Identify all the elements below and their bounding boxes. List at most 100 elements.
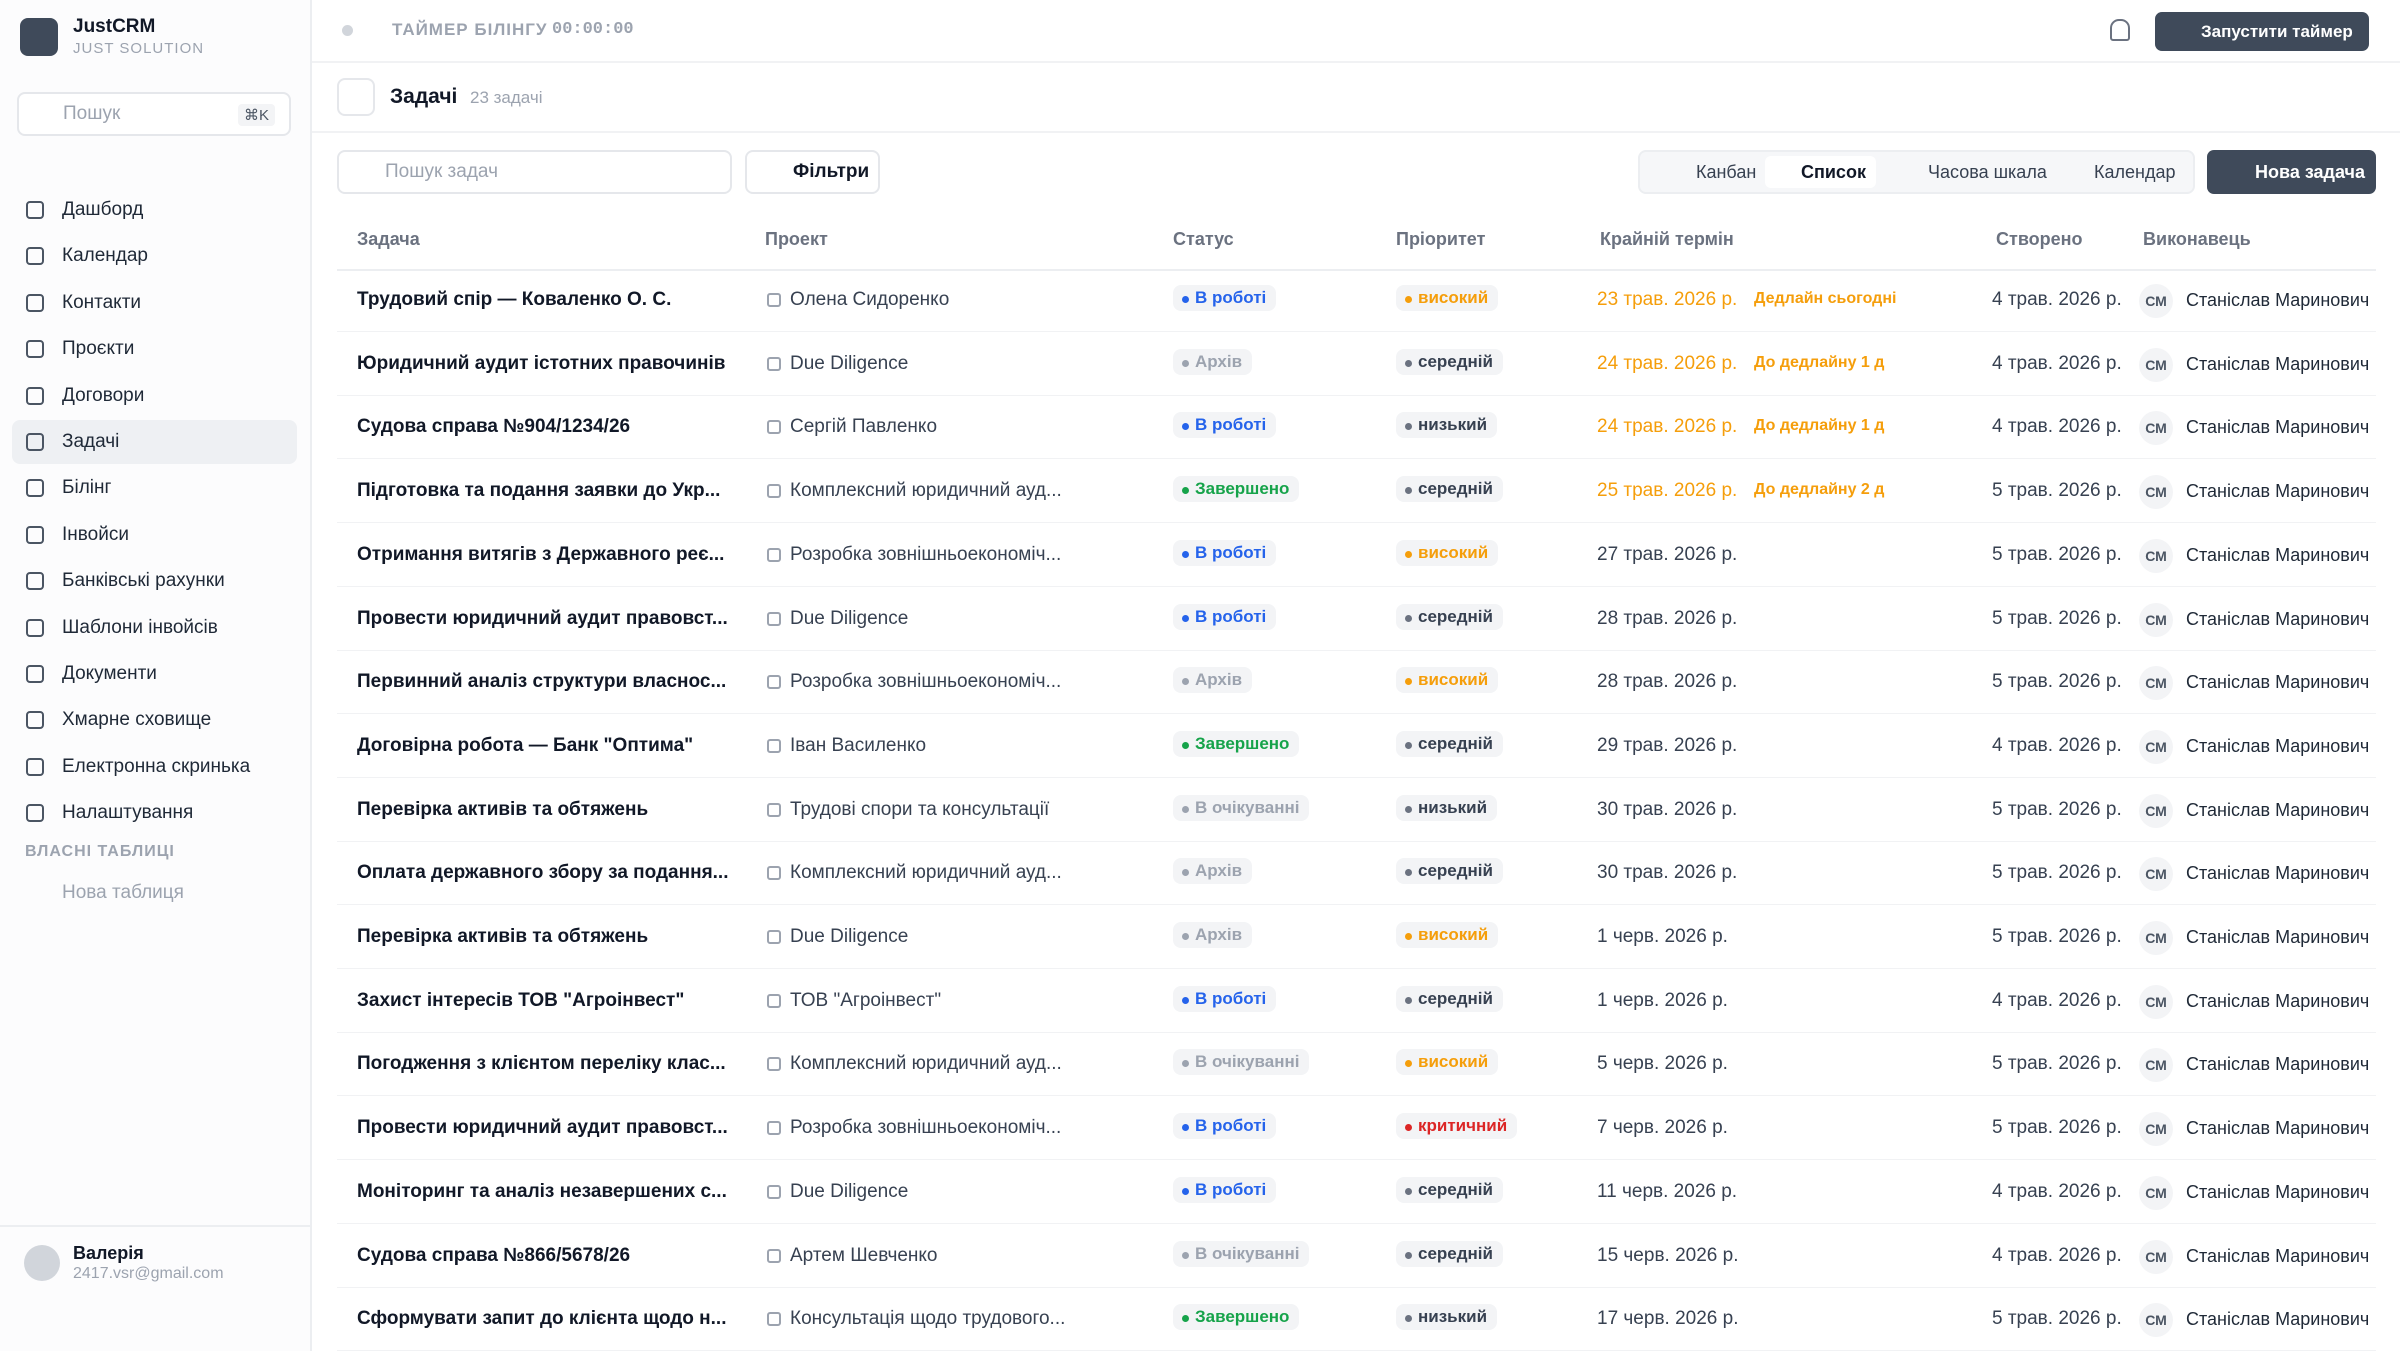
- created: 5 трав. 2026 р.: [1992, 862, 2122, 884]
- project[interactable]: ТОВ "Агроінвест": [790, 989, 942, 1011]
- column-header[interactable]: Статус: [1173, 229, 1234, 249]
- task-name[interactable]: Провести юридичний аудит правовст...: [357, 1117, 728, 1139]
- project[interactable]: Консультація щодо трудового...: [790, 1308, 1066, 1330]
- task-name[interactable]: Моніторинг та аналіз незавершених с...: [357, 1180, 727, 1202]
- task-name[interactable]: Погодження з клієнтом переліку клас...: [357, 1053, 726, 1075]
- view-tab[interactable]: Календар: [2094, 162, 2176, 182]
- project[interactable]: Комплексний юридичний ауд...: [790, 480, 1062, 502]
- assignee-avatar: СМ: [2139, 347, 2173, 382]
- nav-item[interactable]: Банківські рахунки: [12, 559, 297, 603]
- nav-item[interactable]: Календар: [12, 234, 297, 278]
- deadline: 30 трав. 2026 р.: [1597, 798, 1738, 820]
- status-dot: [1182, 1187, 1189, 1195]
- filters[interactable]: Фільтри: [745, 150, 880, 194]
- project[interactable]: Due Diligence: [790, 926, 909, 947]
- project[interactable]: Розробка зовнішньоекономіч...: [790, 1117, 1062, 1139]
- column-header[interactable]: Створено: [1996, 229, 2083, 249]
- project[interactable]: Комплексний юридичний ауд...: [790, 1053, 1062, 1075]
- project[interactable]: Трудові спори та консультації: [790, 798, 1050, 820]
- priority-dot: [1405, 996, 1412, 1004]
- task-name[interactable]: Провести юридичний аудит правовст...: [357, 607, 728, 629]
- task-name[interactable]: Підготовка та подання заявки до Укр...: [357, 480, 721, 502]
- task-name[interactable]: Перевірка активів та обтяжень: [357, 798, 649, 820]
- row-divider: [337, 968, 2376, 969]
- task-name[interactable]: Отримання витягів з Державного реє...: [357, 543, 725, 565]
- view-tab[interactable]: Часова шкала: [1928, 162, 2047, 182]
- nav-item[interactable]: Електронна скринька: [12, 745, 297, 789]
- task-search[interactable]: Пошук задач: [337, 150, 732, 194]
- column-header[interactable]: Задача: [357, 229, 420, 249]
- project[interactable]: Комплексний юридичний ауд...: [790, 862, 1062, 884]
- priority-dot: [1405, 1060, 1412, 1068]
- status-dot: [1182, 1315, 1189, 1323]
- project-icon: [767, 293, 781, 307]
- created: 4 трав. 2026 р.: [1992, 989, 2122, 1011]
- view-tab[interactable]: Список: [1765, 156, 1876, 188]
- project-icon: [767, 1121, 781, 1136]
- nav-item[interactable]: Інвойси: [12, 513, 297, 557]
- nav-icon: [26, 618, 44, 637]
- nav-item[interactable]: Дашборд: [12, 188, 297, 232]
- created: 5 трав. 2026 р.: [1992, 798, 2122, 820]
- status: Завершено: [1173, 730, 1300, 757]
- nav-icon: [26, 757, 44, 776]
- search[interactable]: Пошук ⌘K: [17, 92, 291, 136]
- created: 4 трав. 2026 р.: [1992, 1244, 2122, 1266]
- task-name[interactable]: Судова справа №904/1234/26: [357, 416, 631, 438]
- priority: критичний: [1396, 1113, 1518, 1140]
- column-header[interactable]: Виконавець: [2143, 229, 2251, 249]
- project[interactable]: Сергій Павленко: [790, 416, 938, 438]
- nav-item[interactable]: Проєкти: [12, 327, 297, 371]
- assignee-avatar: СМ: [2139, 984, 2173, 1019]
- nav-item[interactable]: Білінг: [12, 466, 297, 510]
- new-table[interactable]: Нова таблиця: [62, 882, 184, 903]
- project[interactable]: Розробка зовнішньоекономіч...: [790, 671, 1062, 693]
- task-name[interactable]: Договірна робота — Банк "Оптима": [357, 734, 694, 756]
- project[interactable]: Due Diligence: [790, 1180, 909, 1202]
- task-name[interactable]: Юридичний аудит істотних правочинів: [357, 352, 726, 374]
- row-divider: [337, 1095, 2376, 1097]
- nav-item[interactable]: Задачі: [12, 420, 297, 464]
- task-name[interactable]: Судова справа №866/5678/26: [357, 1244, 631, 1266]
- project-icon: [767, 738, 781, 753]
- task-name[interactable]: Трудовий спір — Коваленко О. С.: [357, 289, 672, 310]
- nav-item[interactable]: Шаблони інвойсів: [12, 606, 297, 650]
- project[interactable]: Due Diligence: [790, 352, 909, 374]
- section-title: ВЛАСНІ ТАБЛИЦІ: [25, 843, 175, 860]
- assignee: Станіслав Маринович: [2186, 927, 2370, 947]
- column-header[interactable]: Проект: [765, 229, 828, 249]
- nav-item[interactable]: Контакти: [12, 281, 297, 325]
- task-name[interactable]: Перевірка активів та обтяжень: [357, 926, 649, 947]
- nav-icon: [26, 247, 44, 266]
- page-title: Задачі: [390, 85, 458, 108]
- column-header[interactable]: Пріоритет: [1396, 229, 1486, 249]
- bell[interactable]: [2110, 19, 2130, 41]
- column-header[interactable]: Крайній термін: [1600, 229, 1734, 249]
- nav-item[interactable]: Налаштування: [12, 791, 297, 835]
- project[interactable]: Артем Шевченко: [790, 1244, 938, 1266]
- view-tab[interactable]: Канбан: [1696, 162, 1757, 182]
- task-name[interactable]: Сформувати запит до клієнта щодо н...: [357, 1308, 727, 1330]
- start-timer[interactable]: Запустити таймер: [2155, 12, 2369, 51]
- project[interactable]: Іван Василенко: [790, 734, 927, 756]
- deadline: 1 черв. 2026 р.: [1597, 926, 1728, 947]
- row-divider: [337, 776, 2376, 778]
- task-search-placeholder: Пошук задач: [385, 161, 498, 182]
- project[interactable]: Олена Сидоренко: [790, 289, 950, 310]
- task-name[interactable]: Первинний аналіз структури власнос...: [357, 671, 727, 693]
- nav-item[interactable]: Хмарне сховище: [12, 698, 297, 742]
- status: В очікуванні: [1173, 1240, 1310, 1267]
- row-divider: [337, 394, 2376, 396]
- menu-toggle[interactable]: [337, 78, 375, 116]
- task-name[interactable]: Оплата державного збору за подання...: [357, 862, 729, 884]
- priority-dot: [1405, 1251, 1412, 1259]
- new-task[interactable]: Нова задача: [2207, 150, 2376, 194]
- nav-item[interactable]: Договори: [12, 374, 297, 418]
- project[interactable]: Розробка зовнішньоекономіч...: [790, 543, 1062, 565]
- project[interactable]: Due Diligence: [790, 607, 909, 629]
- nav-item[interactable]: Документи: [12, 652, 297, 696]
- created: 4 трав. 2026 р.: [1992, 289, 2122, 310]
- filters-label: Фільтри: [793, 161, 870, 182]
- task-name[interactable]: Захист інтересів ТОВ "Агроінвест": [357, 989, 685, 1011]
- assignee: Станіслав Маринович: [2186, 1181, 2370, 1202]
